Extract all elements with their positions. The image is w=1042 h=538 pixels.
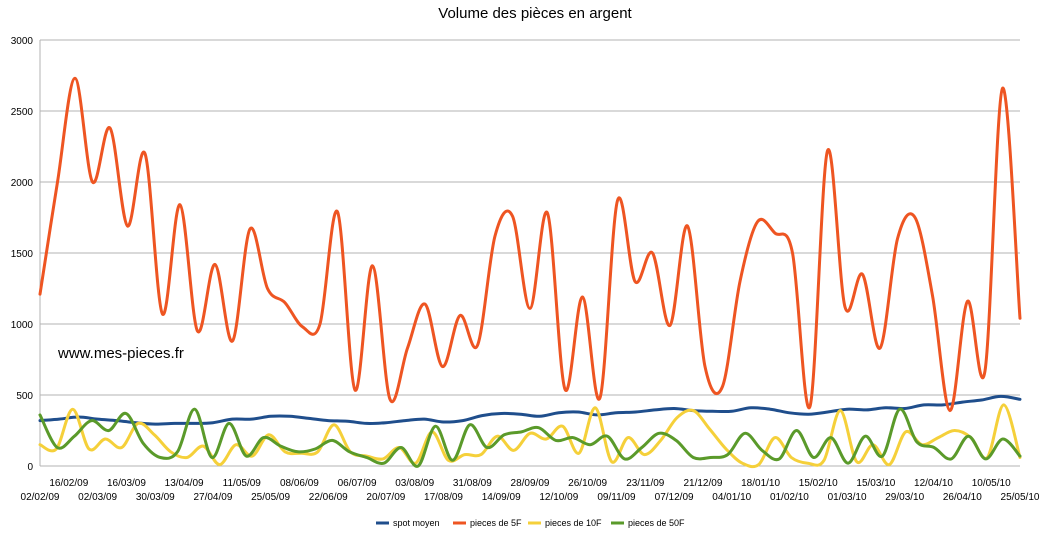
x-tick-label: 07/12/09 <box>655 492 694 503</box>
y-tick-label: 1500 <box>11 249 34 260</box>
x-tick-label: 02/03/09 <box>78 492 117 503</box>
x-tick-label: 12/10/09 <box>539 492 578 503</box>
x-tick-label: 23/11/09 <box>626 478 665 489</box>
x-tick-label: 13/04/09 <box>165 478 204 489</box>
x-tick-label: 06/07/09 <box>338 478 377 489</box>
x-tick-label: 20/07/09 <box>366 492 405 503</box>
series-line-4 <box>38 407 1022 468</box>
x-tick-label: 14/09/09 <box>482 492 521 503</box>
x-tick-label: 25/05/09 <box>251 492 290 503</box>
x-tick-label: 22/06/09 <box>309 492 348 503</box>
x-tick-label: 17/08/09 <box>424 492 463 503</box>
x-tick-label: 12/04/10 <box>914 478 953 489</box>
x-tick-label: 10/05/10 <box>972 478 1011 489</box>
x-tick-label: 31/08/09 <box>453 478 492 489</box>
x-tick-label: 04/01/10 <box>712 492 751 503</box>
x-tick-label: 02/02/09 <box>21 492 60 503</box>
x-tick-label: 26/04/10 <box>943 492 982 503</box>
series-lines <box>38 76 1022 469</box>
x-tick-label: 28/09/09 <box>511 478 550 489</box>
x-tick-label: 09/11/09 <box>597 492 636 503</box>
series-line-3 <box>38 403 1022 469</box>
x-tick-label: 29/03/10 <box>885 492 924 503</box>
x-tick-label: 01/03/10 <box>828 492 867 503</box>
x-tick-label: 26/10/09 <box>568 478 607 489</box>
x-tick-label: 21/12/09 <box>683 478 722 489</box>
x-tick-label: 15/03/10 <box>856 478 895 489</box>
legend-label: pieces de 5F <box>470 518 522 528</box>
chart-title: Volume des pièces en argent <box>438 5 632 22</box>
x-tick-label: 11/05/09 <box>223 478 262 489</box>
series-line-2 <box>38 76 1022 413</box>
x-tick-label: 16/03/09 <box>107 478 146 489</box>
legend-label: spot moyen <box>393 518 440 528</box>
y-tick-label: 500 <box>16 391 33 402</box>
legend: spot moyen pieces de 5F pieces de 10F piece… <box>376 518 685 528</box>
x-tick-label: 01/02/10 <box>770 492 809 503</box>
x-tick-label: 25/05/10 <box>1001 492 1040 503</box>
x-tick-label: 30/03/09 <box>136 492 175 503</box>
x-tick-label: 03/08/09 <box>395 478 434 489</box>
axes: 0 500 1000 1500 2000 2500 3000 02/02/09 16/02/09… <box>11 36 1040 503</box>
y-tick-label: 2000 <box>11 178 34 189</box>
watermark-text: www.mes-pieces.fr <box>57 345 184 362</box>
x-tick-label: 18/01/10 <box>741 478 780 489</box>
y-tick-label: 2500 <box>11 107 34 118</box>
x-tick-label: 27/04/09 <box>193 492 232 503</box>
legend-label: pieces de 50F <box>628 518 685 528</box>
series-line-1 <box>38 394 1022 426</box>
x-tick-label: 08/06/09 <box>280 478 319 489</box>
legend-label: pieces de 10F <box>545 518 602 528</box>
y-tick-label: 1000 <box>11 320 34 331</box>
y-tick-label: 0 <box>27 462 33 473</box>
y-tick-label: 3000 <box>11 36 34 47</box>
x-tick-label: 16/02/09 <box>49 478 88 489</box>
x-tick-label: 15/02/10 <box>799 478 838 489</box>
